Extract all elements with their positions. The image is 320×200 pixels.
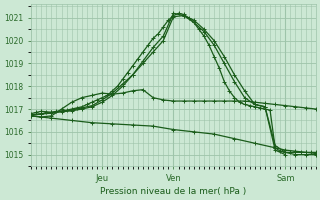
- X-axis label: Pression niveau de la mer( hPa ): Pression niveau de la mer( hPa ): [100, 187, 247, 196]
